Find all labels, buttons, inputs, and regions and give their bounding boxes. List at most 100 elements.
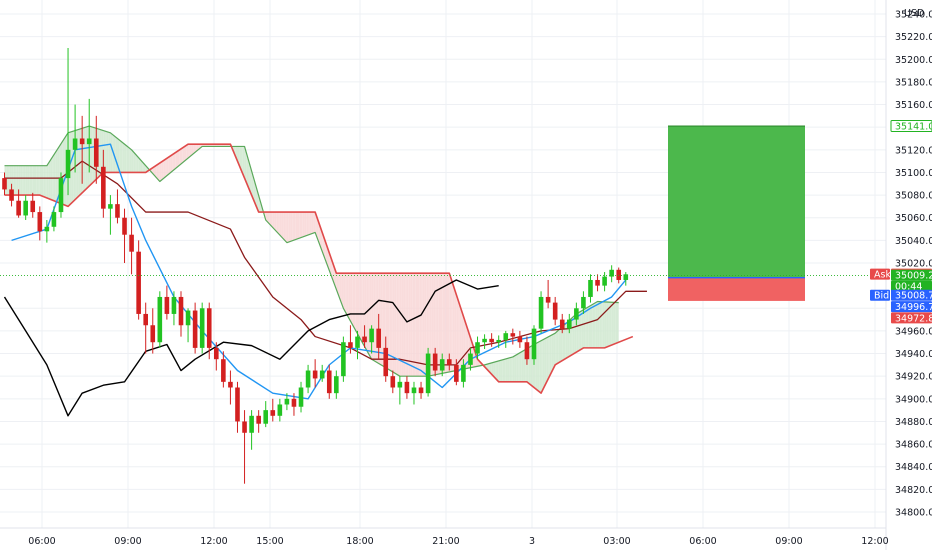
cloud-segment [392, 273, 395, 373]
candle-body [446, 359, 452, 365]
candle-body [16, 200, 21, 216]
cloud-segment [396, 273, 399, 376]
cloud-segment [359, 273, 362, 341]
candle-body [411, 387, 417, 394]
cloud-segment [129, 148, 132, 173]
cloud-segment [451, 278, 453, 372]
price-tick-label: 35080.0 [895, 191, 932, 202]
cloud-segment [165, 158, 167, 178]
cloud-segment [583, 308, 586, 348]
price-tick-label: 35120.0 [895, 145, 932, 156]
cloud-segment [553, 333, 556, 369]
cloud-segment [136, 155, 139, 173]
cloud-segment [23, 165, 26, 196]
cloud-segment [281, 212, 284, 239]
cloud-segment [611, 302, 614, 346]
cloud-segment [389, 273, 392, 371]
cloud-segment [272, 212, 275, 230]
price-tick-label: 34860.0 [895, 440, 932, 451]
cloud-segment [422, 273, 425, 377]
cloud-segment [32, 165, 35, 196]
candle-body [425, 353, 431, 394]
cloud-segment [179, 148, 181, 166]
cloud-segment [346, 273, 349, 318]
cloud-segment [507, 357, 510, 382]
cloud-segment [445, 273, 448, 373]
price-tag-side-bg [870, 268, 890, 280]
cloud-segment [184, 145, 187, 162]
candle-body [263, 410, 269, 424]
cloud-segment [177, 150, 180, 167]
cloud-segment [452, 283, 455, 372]
cloud-segment [562, 325, 565, 361]
cloud-segment [549, 335, 552, 376]
cloud-segment [115, 137, 118, 173]
cloud-segment [544, 337, 547, 387]
cloud-segment [421, 273, 423, 377]
cloud-segment [41, 165, 44, 197]
candle-body [383, 347, 389, 377]
candle-body [9, 189, 14, 201]
cloud-segment [546, 336, 549, 383]
candle-body [249, 415, 254, 433]
cloud-segment [398, 273, 400, 377]
cloud-segment [579, 310, 582, 351]
price-tick-label: 35200.0 [895, 55, 932, 66]
cloud-segment [410, 273, 413, 377]
price-tag-bg [891, 312, 932, 324]
cloud-segment [597, 301, 600, 348]
cloud-segment [419, 273, 422, 377]
cloud-segment [128, 146, 130, 173]
candle-body [72, 138, 78, 150]
cloud-segment [355, 273, 358, 334]
cloud-segment [413, 273, 416, 377]
price-tag-bg [891, 301, 932, 313]
price-tag-label: Bid [874, 291, 889, 302]
cloud-segment [565, 321, 568, 359]
cloud-segment [615, 302, 617, 344]
cloud-segment [417, 273, 420, 377]
candle-body [439, 359, 445, 371]
cloud-segment [16, 165, 19, 196]
cloud-segment [495, 361, 497, 380]
candle-body [305, 370, 311, 388]
leading-span-a-line [4, 125, 619, 377]
position-zones[interactable] [0, 125, 886, 301]
leading-span-b-line [4, 143, 634, 394]
candle-body [270, 410, 276, 416]
candle-body [319, 370, 325, 379]
cloud-segment [581, 309, 584, 349]
cloud-segment [99, 129, 102, 176]
cloud-segment [586, 306, 589, 348]
price-tag-value: 35009.2 [895, 271, 932, 282]
cloud-segment [309, 212, 312, 235]
candle-body [552, 302, 558, 320]
candle-body [581, 296, 586, 309]
candle-body [171, 296, 177, 314]
cloud-segment [594, 302, 596, 348]
cloud-segment [503, 358, 506, 382]
cloud-segment [119, 139, 121, 173]
cloud-segment [343, 273, 346, 312]
price-tag-value: 35141.0 [895, 121, 932, 132]
candle-body [588, 279, 593, 297]
cloud-segment [449, 273, 452, 372]
cloud-segment [18, 165, 21, 196]
cloud-segment [286, 212, 289, 243]
cloud-segment [401, 273, 404, 377]
cloud-segment [293, 212, 296, 241]
time-axis[interactable]: 06:00 09:00 12:00 15:00 18:00 21:00 3 03:00 06:0… [0, 527, 889, 547]
cloud-segment [297, 212, 300, 239]
cloud-segment [564, 323, 566, 360]
candle-body [185, 310, 191, 326]
cloud-segment [244, 146, 247, 183]
cloud-segment [459, 305, 462, 370]
cloud-segment [110, 132, 113, 173]
time-tick-label: 09:00 [775, 536, 802, 547]
candle-body [129, 234, 134, 252]
candle-body [503, 333, 509, 340]
price-tick-label: 34800.0 [895, 508, 932, 519]
cloud-segment [85, 126, 88, 190]
cloud-segment [279, 212, 282, 237]
